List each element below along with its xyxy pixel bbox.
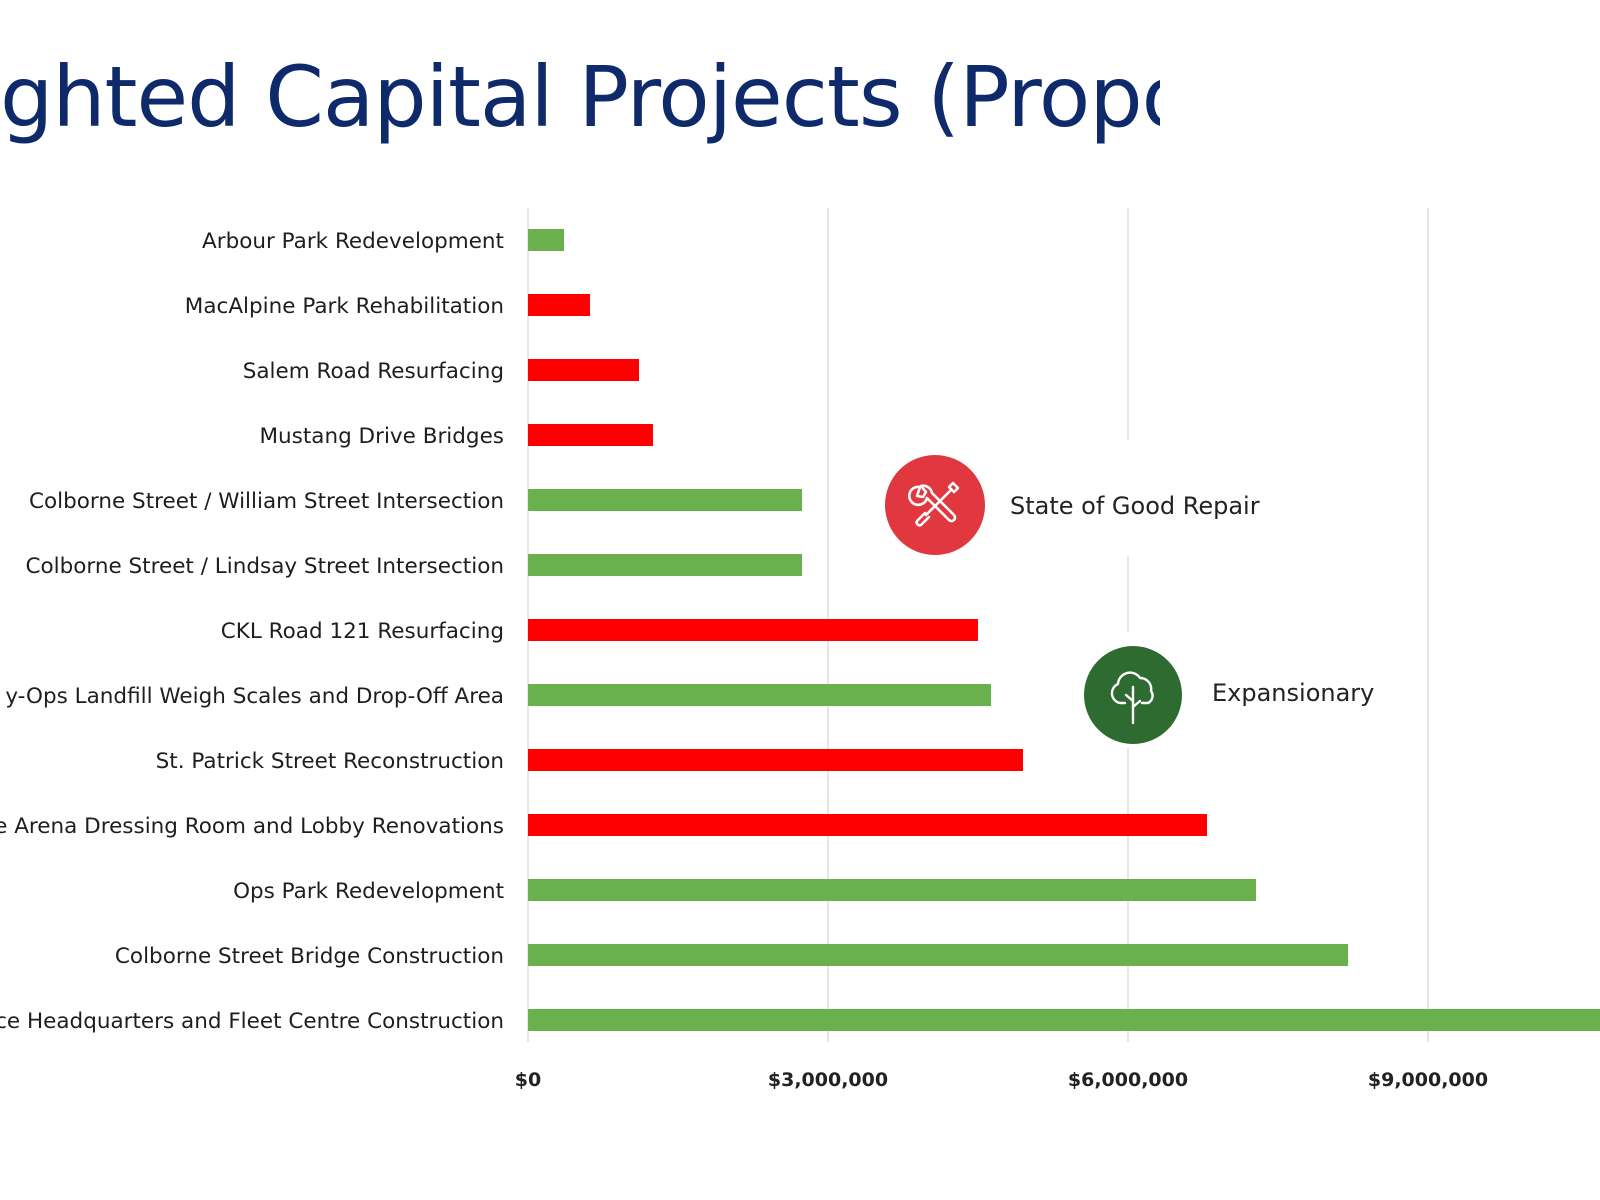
bar <box>528 619 978 641</box>
page-title: ghted Capital Projects (Proposed) <box>0 48 1160 146</box>
bar <box>528 424 653 446</box>
category-label: Colborne Street / Lindsay Street Interse… <box>25 554 504 579</box>
bar <box>528 359 639 381</box>
bar <box>528 294 590 316</box>
legend-item-state-of-good-repair: State of Good Repair <box>860 440 1260 556</box>
category-label: Mustang Drive Bridges <box>259 424 504 449</box>
category-label: MacAlpine Park Rehabilitation <box>185 294 504 319</box>
bar <box>528 554 802 576</box>
category-label: St. Patrick Street Reconstruction <box>156 749 504 774</box>
legend-item-expansionary: Expansionary <box>1060 632 1374 748</box>
category-label: Colborne Street / William Street Interse… <box>29 489 504 514</box>
bar <box>528 229 564 251</box>
bar <box>528 749 1023 771</box>
bar <box>528 489 802 511</box>
bar <box>528 814 1207 836</box>
legend-label-expansionary: Expansionary <box>1212 679 1374 707</box>
x-tick-label: $0 <box>515 1069 541 1091</box>
bar <box>528 944 1348 966</box>
legend-label-state-of-good-repair: State of Good Repair <box>1010 492 1260 520</box>
category-label: y-Ops Landfill Weigh Scales and Drop-Off… <box>5 684 504 709</box>
bars <box>528 229 1600 1031</box>
category-label: Salem Road Resurfacing <box>243 359 504 384</box>
x-tick-label: $9,000,000 <box>1368 1069 1488 1091</box>
category-label: CKL Road 121 Resurfacing <box>221 619 504 644</box>
category-labels: Arbour Park Redevelopment MacAlpine Park … <box>0 229 504 1034</box>
category-label: e Arena Dressing Room and Lobby Renovati… <box>0 814 504 839</box>
bar <box>528 1009 1600 1031</box>
bar <box>528 684 991 706</box>
x-tick-label: $6,000,000 <box>1068 1069 1188 1091</box>
category-label: Ops Park Redevelopment <box>233 879 504 904</box>
bar <box>528 879 1256 901</box>
category-label: Arbour Park Redevelopment <box>202 229 504 254</box>
category-label: Colborne Street Bridge Construction <box>115 944 504 969</box>
x-tick-label: $3,000,000 <box>768 1069 888 1091</box>
x-axis-tick-labels: $0 $3,000,000 $6,000,000 $9,000,000 <box>515 1069 1488 1091</box>
wrench-screwdriver-icon <box>885 455 985 555</box>
tree-icon <box>1084 646 1182 744</box>
category-label: ce Headquarters and Fleet Centre Constru… <box>0 1009 504 1034</box>
